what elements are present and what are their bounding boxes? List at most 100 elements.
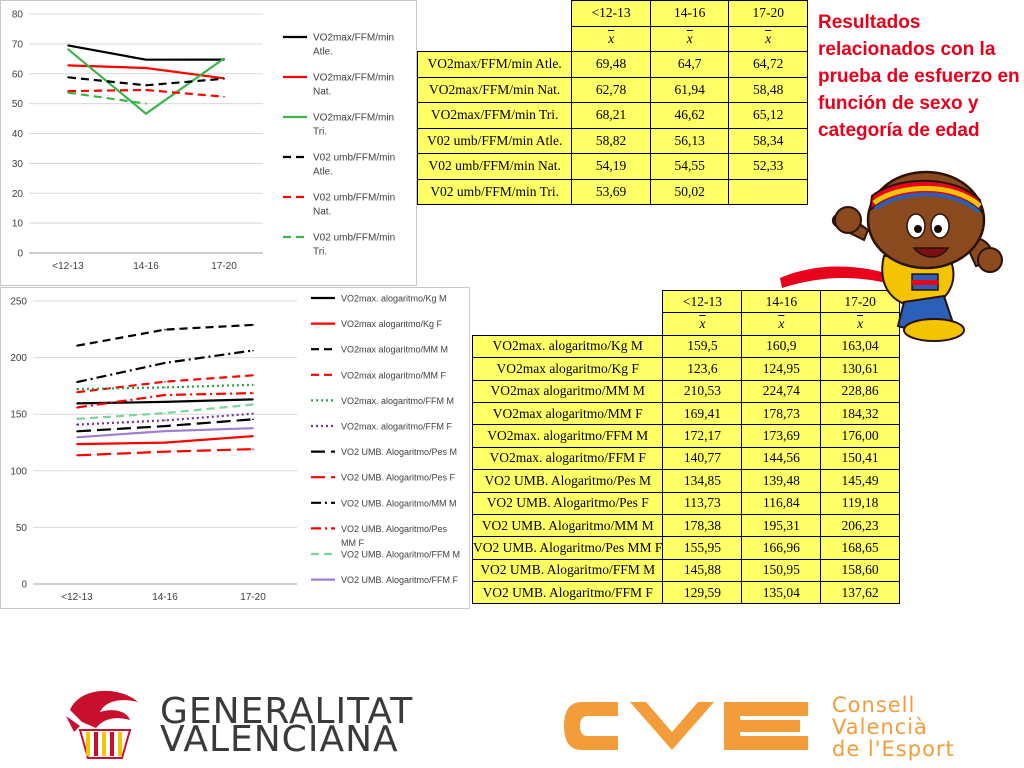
data-point xyxy=(67,48,69,51)
legend-label: VO2max alogaritmo/MM F xyxy=(341,370,447,380)
legend-label: VO2max/FFM/min xyxy=(313,73,394,84)
x-tick-label: 14-16 xyxy=(152,592,178,603)
table-cell: 69,48 xyxy=(571,51,651,78)
legend-label: Atle. xyxy=(313,167,333,178)
table-cell: 52,33 xyxy=(728,153,808,180)
table-cell: 150,95 xyxy=(741,558,822,583)
y-tick-label: 60 xyxy=(12,69,24,80)
row-label: VO2 UMB. Alogaritmo/FFM F xyxy=(471,581,664,605)
mean-symbol: x xyxy=(699,316,706,332)
mean-symbol: x xyxy=(686,30,693,46)
y-tick-label: 20 xyxy=(12,189,24,200)
series-line xyxy=(67,44,225,61)
data-point xyxy=(164,450,166,453)
table-cell: 155,95 xyxy=(662,536,743,560)
data-point xyxy=(252,435,254,437)
data-point xyxy=(252,392,254,394)
y-tick-label: 200 xyxy=(10,353,27,364)
data-point xyxy=(252,324,254,326)
cve-wordmark-line1: Consell xyxy=(832,693,916,717)
table-cell: 119,18 xyxy=(820,491,900,515)
data-point xyxy=(76,436,78,439)
mean-symbol-cell: x xyxy=(820,312,900,336)
table-header-cell: <12-13 xyxy=(662,289,743,314)
table-body: VO2max/FFM/min Atle. 69,48 64,7 64,72 VO2max… xyxy=(416,51,808,205)
mean-symbol: x xyxy=(857,316,864,332)
x-tick-label: 14-16 xyxy=(133,261,159,272)
legend-label: VO2 UMB. Alogaritmo/Pes xyxy=(341,524,448,534)
table-cell: 195,31 xyxy=(741,513,822,538)
data-point xyxy=(164,419,166,422)
table-cell: 116,84 xyxy=(741,491,822,515)
table-corner xyxy=(472,290,663,313)
table-cell: 140,77 xyxy=(662,446,743,471)
data-point xyxy=(145,89,147,91)
legend-label: VO2max. alogaritmo/FFM M xyxy=(341,396,454,406)
data-point xyxy=(145,112,147,115)
mean-symbol-cell: x xyxy=(741,312,822,336)
data-point xyxy=(164,401,166,403)
data-point xyxy=(252,398,254,401)
legend-label: Atle. xyxy=(313,47,333,58)
data-point xyxy=(164,362,166,364)
table-cell: 145,49 xyxy=(820,469,900,493)
series-line xyxy=(76,374,254,394)
data-point xyxy=(145,84,147,87)
mean-symbol-cell: x xyxy=(649,25,730,52)
cve-wordmark: Consell Valencià de l'Esport xyxy=(832,694,955,760)
table-cell: 61,94 xyxy=(649,76,730,103)
generalitat-wordmark-line2: VALENCIANA xyxy=(160,719,399,760)
table-cell: 53,69 xyxy=(571,178,651,205)
y-tick-label: 0 xyxy=(21,580,27,591)
data-point xyxy=(67,90,69,92)
table-vo2max-ffm: <12-13 14-16 17-20 x x x VO2max/FFM/min … xyxy=(416,0,808,205)
data-point xyxy=(252,418,254,421)
data-point xyxy=(252,427,254,430)
table-cell: 139,48 xyxy=(741,469,822,493)
table-row: VO2max. alogaritmo/Kg M 159,5 160,9 163,04 xyxy=(471,334,900,359)
y-tick-label: 50 xyxy=(16,523,28,534)
table-cell: 173,69 xyxy=(741,424,822,448)
table-row: VO2 UMB. Alogaritmo/FFM M 145,88 150,95 158… xyxy=(471,558,900,583)
cve-wordmark-line2: Valencià xyxy=(832,715,928,739)
table-corner xyxy=(472,312,663,336)
table-row: VO2max. alogaritmo/FFM F 140,77 144,56 150,… xyxy=(471,446,900,471)
table-header-row: <12-13 14-16 17-20 xyxy=(472,289,900,314)
row-label: V02 umb/FFM/min Atle. xyxy=(416,127,573,154)
row-label: VO2max alogaritmo/MM F xyxy=(471,401,664,426)
table-header-cell: 17-20 xyxy=(728,0,808,27)
data-point xyxy=(76,406,78,409)
table-row: VO2max alogaritmo/Kg F 123,6 124,95 130,61 xyxy=(471,357,900,381)
y-tick-label: 100 xyxy=(10,466,27,477)
row-label: VO2max. alogaritmo/FFM M xyxy=(471,424,664,448)
data-point xyxy=(223,95,225,98)
table-cell xyxy=(728,178,808,205)
data-point xyxy=(67,64,69,67)
x-tick-label: <12-13 xyxy=(61,592,93,603)
table-cell: 166,96 xyxy=(741,536,822,560)
table-cell: 65,12 xyxy=(728,102,808,129)
table-cell: 145,88 xyxy=(662,558,743,583)
table-cell: 124,95 xyxy=(741,357,822,381)
table-header-cell: <12-13 xyxy=(571,0,651,27)
row-label: VO2max/FFM/min Atle. xyxy=(416,51,573,78)
table-cell: 58,34 xyxy=(728,127,808,154)
series-line xyxy=(67,91,147,105)
data-point xyxy=(67,44,69,47)
x-tick-label: 17-20 xyxy=(240,592,266,603)
table-cell: 123,6 xyxy=(662,357,743,381)
data-point xyxy=(67,76,69,79)
chart-vo2max-ffm-svg: 0 10 20 30 40 50 60 70 80 <12-13 14-16 17-20 VO2max/… xyxy=(12,10,395,273)
legend-label: VO2max alogaritmo/Kg F xyxy=(341,319,443,329)
table-cell: 58,48 xyxy=(728,76,808,103)
data-point xyxy=(252,374,254,377)
table-cell: 113,73 xyxy=(662,491,743,515)
chart-vo2-alogaritmo-svg: 0 50 100 150 200 250 <12-13 14-16 17-20 VO2max. a… xyxy=(10,294,460,604)
legend-label: VO2max alogaritmo/MM M xyxy=(341,345,448,355)
table-cell: 64,72 xyxy=(728,51,808,78)
data-point xyxy=(76,443,78,445)
row-label: VO2 UMB. Alogaritmo/MM M xyxy=(471,513,664,538)
generalitat-bat-emblem xyxy=(66,690,138,759)
table-cell: 130,61 xyxy=(820,357,900,381)
table-corner xyxy=(417,26,572,52)
